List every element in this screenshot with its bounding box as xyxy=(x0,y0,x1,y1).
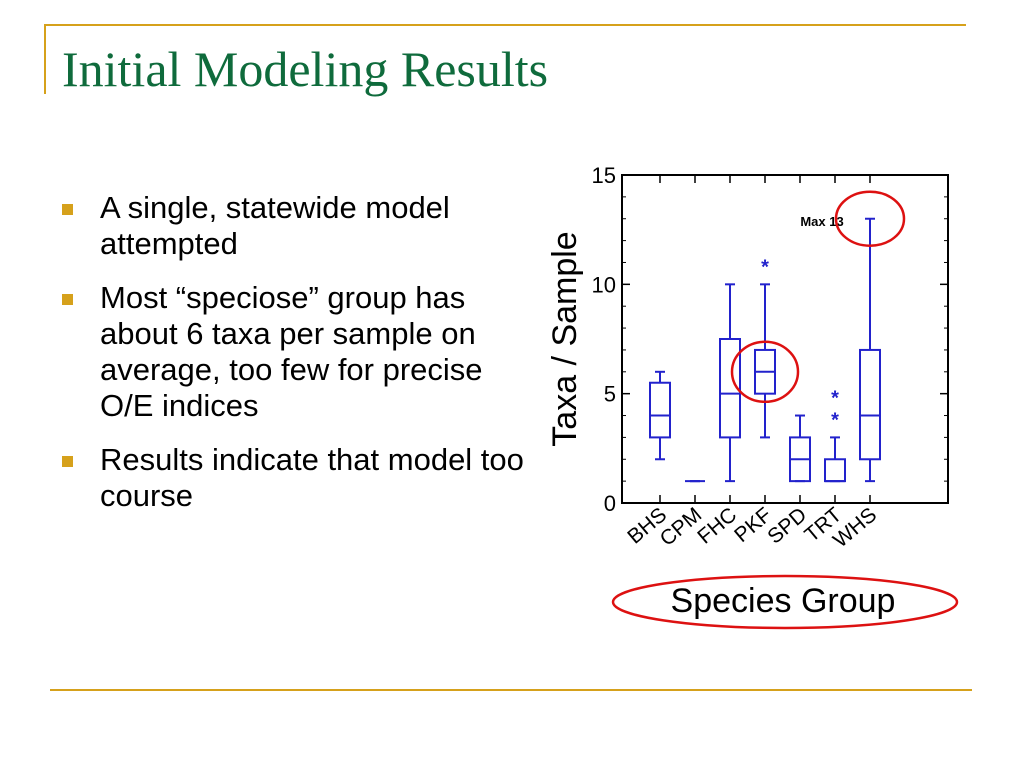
y-tick-label: 10 xyxy=(592,272,616,297)
x-axis-label: Species Group xyxy=(671,582,896,620)
box-outlier: * xyxy=(831,388,839,410)
bullet-item: A single, statewide model attempted xyxy=(60,190,530,262)
highlight-ring-pkf xyxy=(730,340,800,404)
box-iqr xyxy=(859,348,881,461)
box-iqr xyxy=(649,381,671,439)
y-tick-label: 5 xyxy=(604,382,616,407)
footer-rule xyxy=(50,689,972,691)
plot-frame xyxy=(621,174,949,504)
y-tick-label: 0 xyxy=(604,491,616,516)
highlight-ring-whs-max xyxy=(834,190,906,247)
bullet-text: Most “speciose” group has about 6 taxa p… xyxy=(100,280,483,423)
title-frame-left-rule xyxy=(44,24,46,94)
bullet-square-icon xyxy=(62,456,73,467)
max-annotation: Max 13 xyxy=(800,214,843,229)
box-iqr xyxy=(824,458,846,483)
bullet-text: Results indicate that model too course xyxy=(100,442,524,513)
bullet-item: Results indicate that model too course xyxy=(60,442,530,514)
bullet-list: A single, statewide model attempted Most… xyxy=(60,190,530,532)
highlight-ring-x-label xyxy=(611,574,959,630)
bullet-text: A single, statewide model attempted xyxy=(100,190,450,261)
y-tick-label: 15 xyxy=(592,163,616,188)
y-axis-label: Taxa / Sample xyxy=(546,231,584,446)
bullet-item: Most “speciose” group has about 6 taxa p… xyxy=(60,280,530,424)
box-iqr xyxy=(719,338,741,439)
box-outlier: * xyxy=(831,410,839,432)
bullet-square-icon xyxy=(62,294,73,305)
box-outlier: * xyxy=(761,256,769,278)
title-frame-top-rule xyxy=(44,24,966,26)
slide-title: Initial Modeling Results xyxy=(62,41,549,97)
boxplot-chart: 0 5 10 15 Taxa / Sample BHS CPM FHC * PKF SPD * * TRT… xyxy=(540,150,980,640)
bullet-square-icon xyxy=(62,204,73,215)
